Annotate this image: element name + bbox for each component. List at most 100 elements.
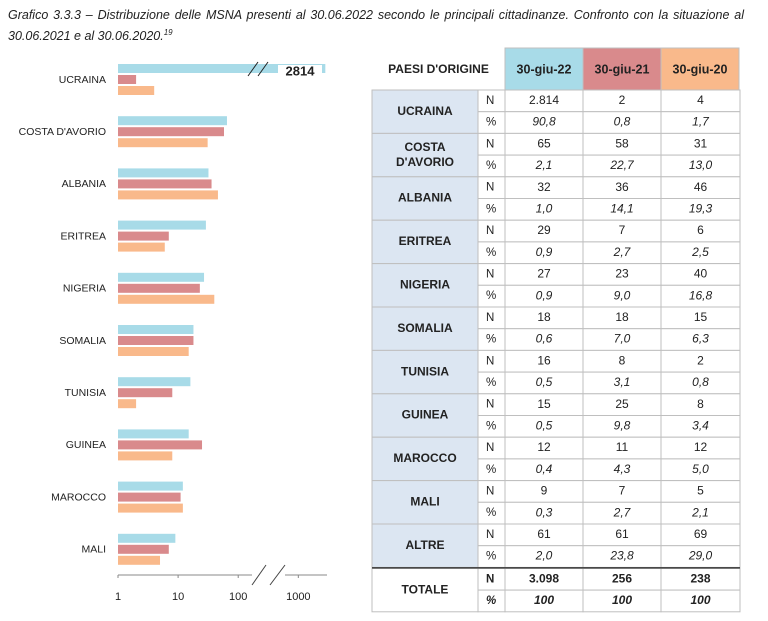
bar (118, 86, 155, 95)
x-tick-label: 100 (229, 591, 247, 603)
header-label: PAESI D'ORIGINE (388, 62, 489, 76)
data-value: 238 (690, 571, 710, 585)
country-cell (371, 176, 479, 221)
value-label: 2814 (286, 63, 316, 78)
data-value: 9 (541, 484, 548, 498)
data-value: 0,4 (536, 462, 553, 476)
data-value: 0,5 (536, 375, 553, 389)
category-label: COSTA D'AVORIO (19, 126, 106, 138)
row-label: % (486, 334, 496, 346)
country-cell (371, 393, 479, 438)
data-value: 1,7 (692, 115, 710, 129)
category-label: GUINEA (66, 439, 106, 451)
category-label: ERITREA (60, 230, 106, 242)
data-value: 2,7 (613, 505, 632, 519)
data-value: 2,1 (535, 158, 553, 172)
header-cell (660, 47, 740, 91)
data-value: 0,6 (536, 332, 553, 346)
bar (118, 440, 203, 450)
bar (118, 555, 161, 565)
data-value: 58 (615, 136, 629, 150)
data-value: 29,0 (688, 549, 713, 563)
bar (118, 325, 194, 334)
caption-text: Grafico 3.3.3 – Distribuzione delle MSNA… (8, 8, 744, 44)
row-label: % (486, 160, 496, 172)
country-label: NIGERIA (400, 277, 450, 291)
row-label: % (486, 420, 496, 432)
data-value: 0,5 (536, 419, 553, 433)
caption: Grafico 3.3.3 – Distribuzione delle MSNA… (8, 6, 744, 45)
data-value: 5 (697, 484, 704, 498)
bar (118, 294, 215, 304)
row-label: % (486, 377, 496, 389)
data-value: 2 (697, 353, 704, 367)
data-value: 2,5 (691, 245, 709, 259)
country-label-line: D'AVORIO (396, 155, 454, 169)
data-value: 1,0 (536, 202, 553, 216)
data-value: 100 (612, 593, 632, 607)
country-label: ALBANIA (398, 191, 452, 205)
country-cell (371, 349, 479, 395)
country-cell (371, 132, 479, 178)
row-label: N (486, 355, 494, 367)
data-value: 46 (694, 180, 708, 194)
break-mark (247, 61, 259, 77)
row-label: N (486, 399, 494, 411)
country-label: SOMALIA (397, 321, 453, 335)
data-value: 0,8 (614, 115, 631, 129)
data-value: 7 (619, 484, 626, 498)
country-label: MALI (410, 494, 439, 508)
data-value: 13,0 (689, 158, 713, 172)
data-value: 36 (615, 180, 629, 194)
data-value: 16 (537, 353, 551, 367)
data-value: 90,8 (532, 115, 556, 129)
row-label: % (486, 464, 496, 476)
data-value: 4,3 (614, 462, 631, 476)
bar (118, 127, 224, 137)
bar (118, 138, 208, 148)
row-label: N (486, 442, 494, 454)
x-tick-label: 1 (115, 591, 121, 603)
data-value: 0,9 (536, 245, 553, 259)
data-value: 100 (534, 593, 554, 607)
data-value: 2,0 (535, 549, 553, 563)
row-label: N (486, 95, 494, 107)
data-value: 69 (694, 527, 708, 541)
bar (118, 503, 183, 513)
header-label: 30-giu-21 (595, 62, 650, 76)
data-value: 15 (694, 310, 708, 324)
header-label: 30-giu-22 (517, 62, 572, 76)
data-value: 0,3 (536, 505, 553, 519)
country-label: ALTRE (405, 538, 444, 552)
bar (118, 242, 165, 252)
data-value: 18 (615, 310, 629, 324)
bar (118, 388, 173, 398)
data-value: 9,8 (614, 419, 631, 433)
data-value: 0,9 (536, 288, 553, 302)
country-label: TOTALE (402, 582, 449, 596)
data-value: 2 (619, 93, 626, 107)
data-value: 2,7 (613, 245, 632, 259)
data-value: 31 (694, 136, 708, 150)
x-tick-label: 1000 (286, 591, 310, 603)
row-label: N (486, 573, 494, 585)
data-value: 23,8 (609, 549, 634, 563)
header-cell (372, 48, 505, 90)
bar (118, 190, 218, 200)
data-value: 5,0 (692, 462, 709, 476)
data-value: 7 (619, 223, 626, 237)
bar (118, 220, 206, 230)
data-value: 61 (615, 527, 629, 541)
bar (118, 347, 189, 356)
data-value: 19,3 (689, 202, 713, 216)
bar (118, 336, 194, 345)
category-label: TUNISIA (65, 387, 106, 399)
data-value: 11 (616, 440, 629, 454)
row-label: N (486, 182, 494, 194)
data-value: 29 (537, 223, 551, 237)
country-label: UCRAINA (397, 104, 453, 118)
row-label: % (486, 290, 496, 302)
bar (118, 544, 169, 554)
